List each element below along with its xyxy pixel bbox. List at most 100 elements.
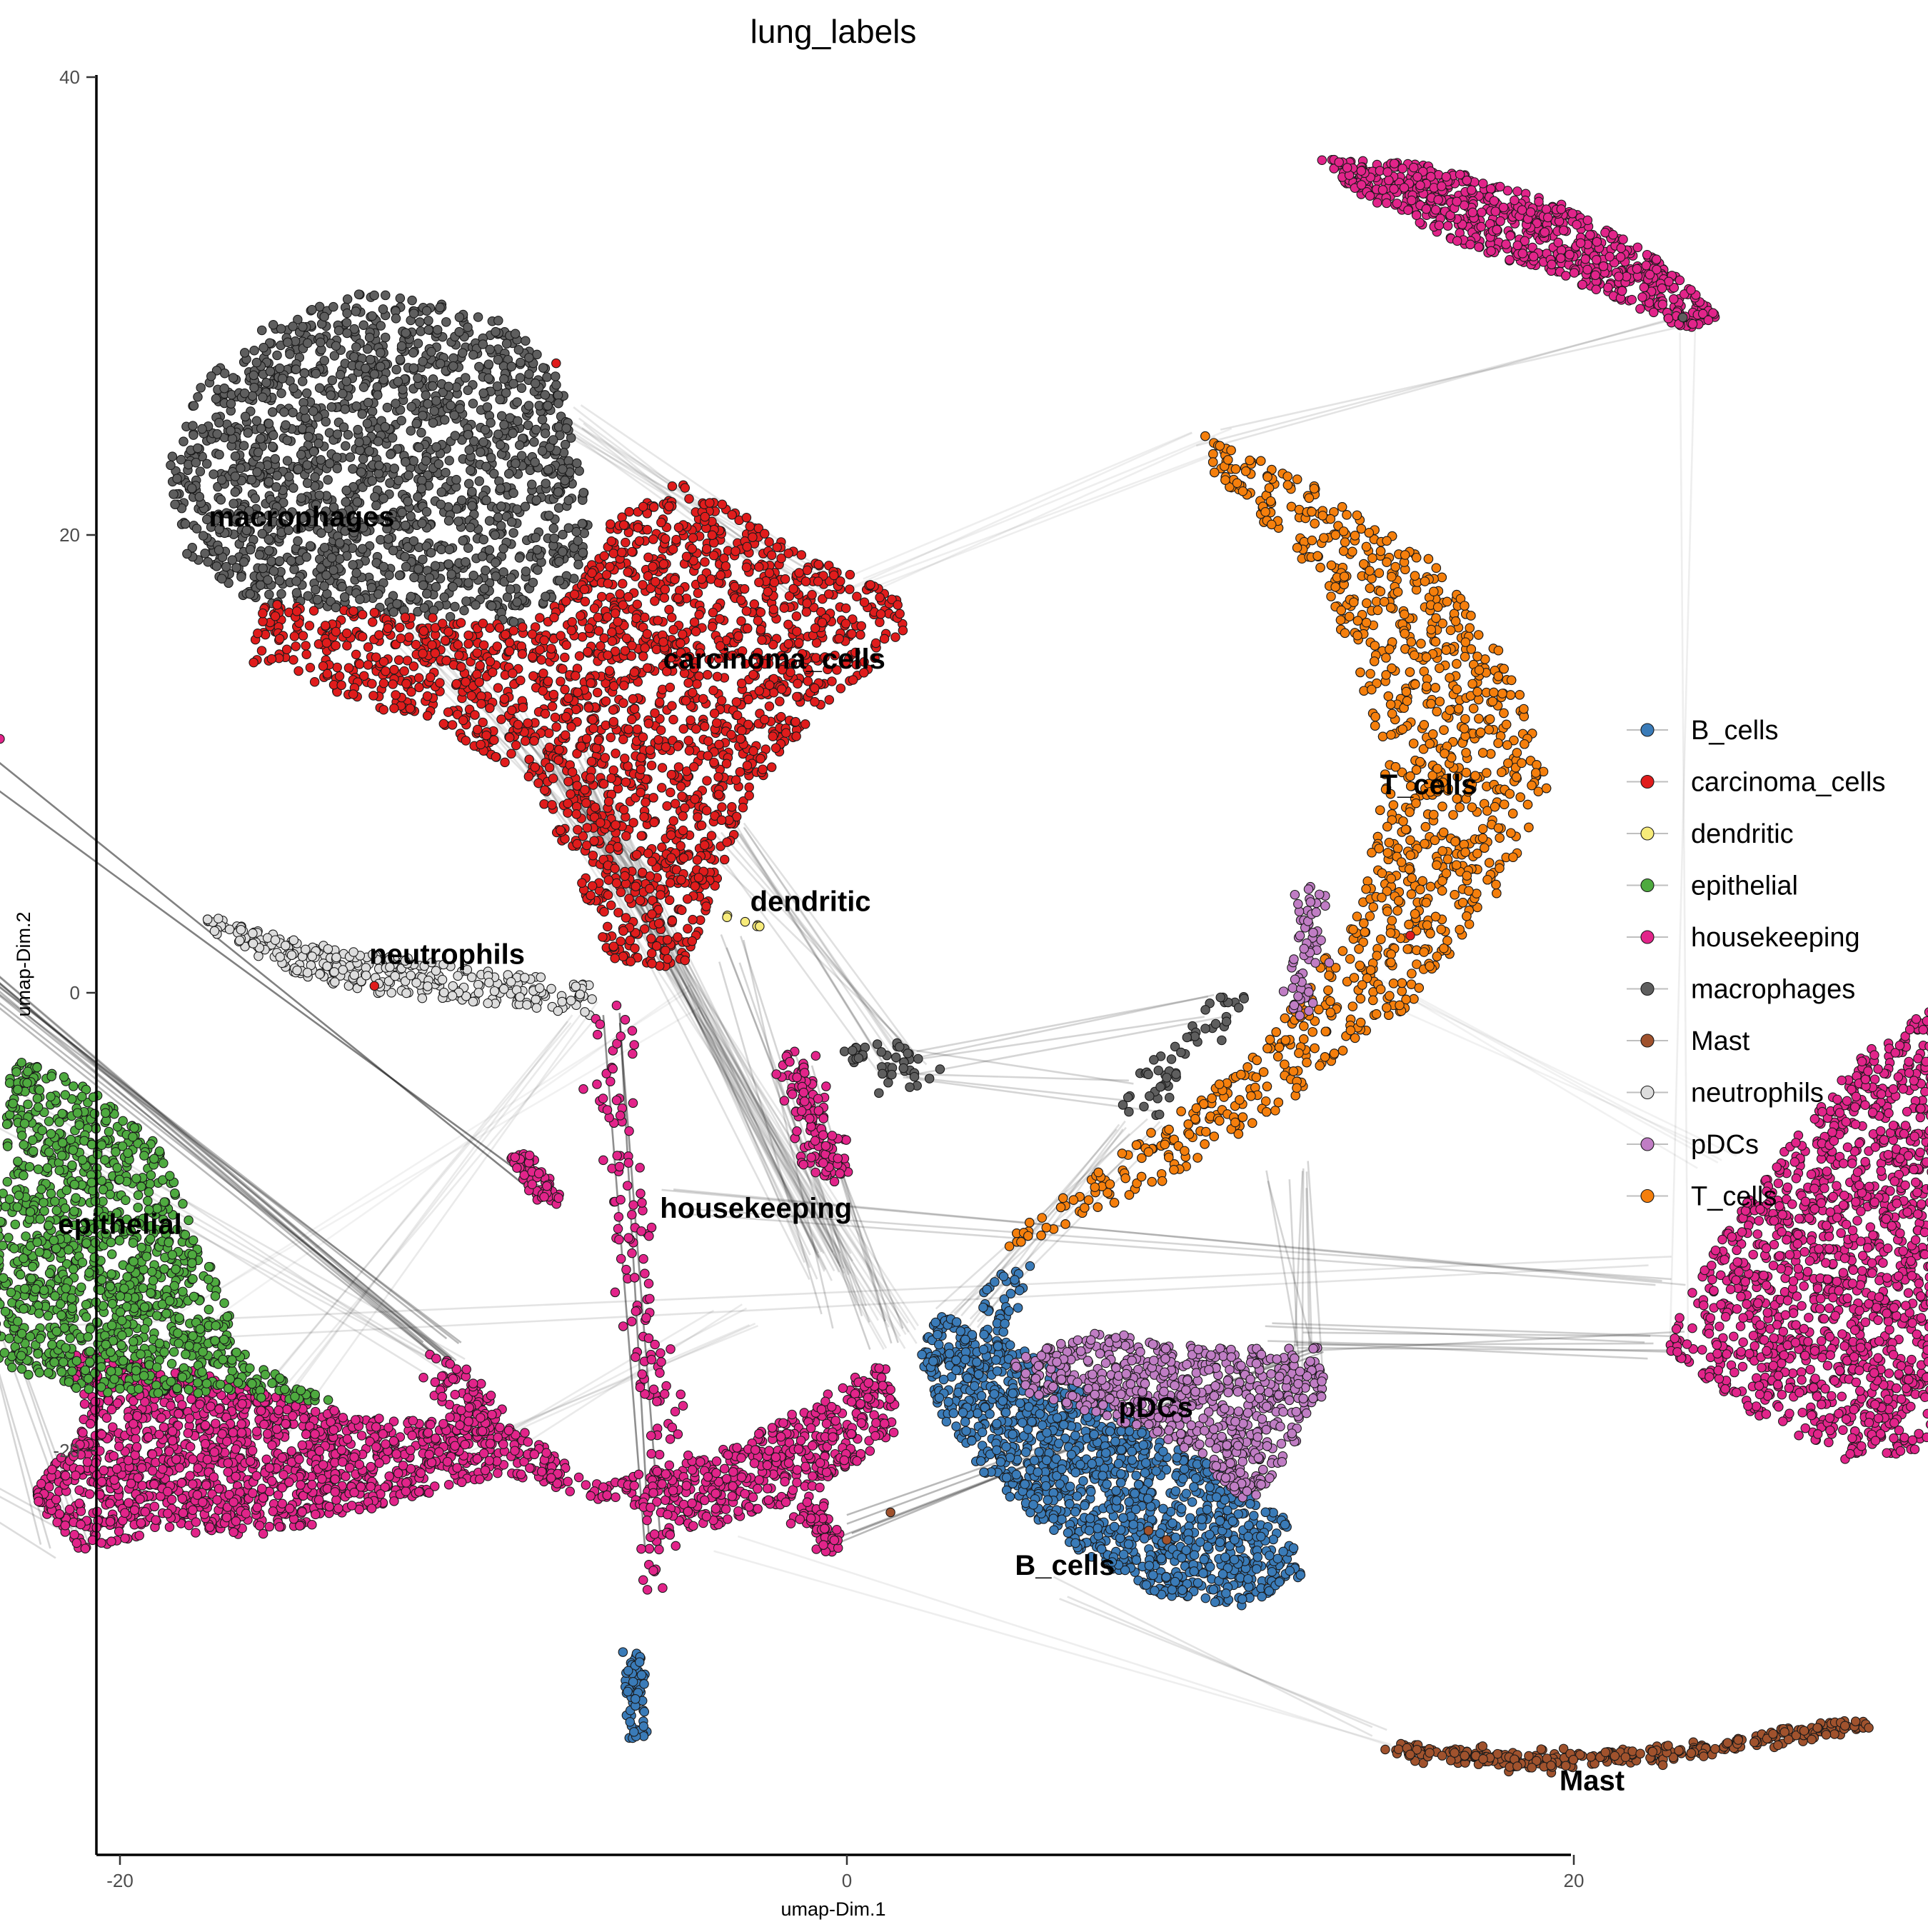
data-point-carcinoma_cells: [801, 720, 810, 729]
data-point-carcinoma_cells: [666, 683, 674, 691]
data-point-carcinoma_cells: [301, 641, 310, 650]
data-point-macrophages: [376, 536, 385, 544]
data-point-carcinoma_cells: [618, 548, 626, 556]
data-point-macrophages: [481, 425, 489, 434]
data-point-housekeeping: [1442, 172, 1450, 181]
data-point-carcinoma_cells: [358, 610, 366, 619]
data-point-macrophages: [396, 355, 404, 364]
data-point-carcinoma_cells: [706, 499, 714, 507]
data-point-carcinoma_cells: [249, 658, 258, 666]
chart-title: lung_labels: [750, 13, 917, 50]
data-point-macrophages: [432, 443, 441, 451]
data-point-macrophages: [417, 429, 426, 437]
data-point-macrophages: [427, 347, 436, 356]
data-point-housekeeping: [1632, 264, 1641, 273]
data-point-carcinoma_cells: [493, 684, 502, 692]
data-point-carcinoma_cells: [810, 697, 819, 706]
data-point-carcinoma_cells: [267, 654, 276, 663]
data-point-carcinoma_cells: [636, 788, 645, 796]
data-point-carcinoma_cells: [792, 732, 800, 741]
data-point-carcinoma_cells: [714, 790, 723, 799]
data-point-carcinoma_cells: [825, 696, 833, 704]
data-point-macrophages: [448, 582, 457, 591]
data-point-carcinoma_cells: [688, 936, 696, 945]
data-point-carcinoma_cells: [679, 724, 688, 733]
data-point-carcinoma_cells: [661, 743, 670, 751]
data-point-housekeeping: [1468, 208, 1477, 216]
data-point-macrophages: [564, 496, 573, 504]
data-point-macrophages: [215, 419, 224, 427]
data-point-macrophages: [543, 373, 551, 381]
data-point-macrophages: [209, 470, 218, 479]
data-point-macrophages: [393, 599, 401, 608]
data-point-carcinoma_cells: [619, 521, 628, 529]
data-point-macrophages: [457, 496, 466, 504]
data-point-housekeeping: [1617, 244, 1625, 252]
data-point-carcinoma_cells: [518, 623, 527, 631]
data-point-macrophages: [507, 362, 516, 371]
data-point-macrophages: [427, 549, 436, 557]
data-point-macrophages: [308, 305, 316, 314]
data-point-macrophages: [561, 476, 569, 485]
data-point-carcinoma_cells: [488, 668, 497, 676]
data-point-macrophages: [381, 422, 389, 431]
data-point-macrophages: [375, 461, 383, 469]
data-point-macrophages: [338, 582, 346, 591]
data-point-housekeeping: [1687, 286, 1695, 294]
data-point-carcinoma_cells: [586, 891, 595, 899]
data-point-carcinoma_cells: [668, 545, 677, 554]
data-point-macrophages: [463, 430, 472, 439]
data-point-housekeeping: [1562, 271, 1570, 280]
data-point-carcinoma_cells: [716, 614, 724, 623]
data-point-macrophages: [215, 450, 224, 459]
data-point-macrophages: [442, 318, 451, 326]
data-point-macrophages: [394, 476, 403, 485]
data-point-carcinoma_cells: [573, 825, 582, 834]
data-point-housekeeping: [1526, 208, 1535, 216]
data-point-macrophages: [326, 391, 335, 399]
data-point-housekeeping: [1378, 186, 1387, 194]
data-point-macrophages: [348, 561, 357, 569]
data-point-macrophages: [303, 461, 311, 469]
data-point-housekeeping: [1435, 221, 1443, 229]
data-point-carcinoma_cells: [765, 538, 773, 546]
data-point-macrophages: [226, 426, 235, 435]
data-point-macrophages: [303, 591, 312, 600]
data-point-carcinoma_cells: [598, 592, 606, 601]
data-point-carcinoma_cells: [636, 896, 644, 905]
data-point-macrophages: [516, 441, 524, 449]
data-point-housekeeping: [1487, 246, 1495, 255]
data-point-macrophages: [482, 496, 491, 504]
data-point-carcinoma_cells: [593, 688, 602, 696]
data-point-carcinoma_cells: [518, 650, 526, 659]
data-point-carcinoma_cells: [583, 647, 592, 656]
data-point-carcinoma_cells: [646, 884, 654, 893]
data-point-carcinoma_cells: [409, 662, 418, 671]
data-point-macrophages: [475, 476, 483, 485]
data-point-carcinoma_cells: [683, 924, 692, 933]
data-point-macrophages: [303, 339, 312, 347]
data-point-housekeeping: [1407, 196, 1416, 204]
data-point-carcinoma_cells: [584, 704, 593, 712]
data-point-carcinoma_cells: [845, 570, 854, 579]
data-point-carcinoma_cells: [701, 841, 709, 849]
data-point-housekeeping: [1586, 231, 1595, 239]
data-point-carcinoma_cells: [782, 729, 790, 737]
data-point-carcinoma_cells: [351, 650, 360, 659]
data-point-housekeeping: [1638, 293, 1647, 301]
data-point-carcinoma_cells: [651, 596, 659, 605]
data-point-macrophages: [507, 518, 516, 526]
data-point-carcinoma_cells: [637, 831, 646, 840]
data-point-carcinoma_cells: [875, 618, 884, 626]
data-point-macrophages: [366, 355, 374, 364]
data-point-carcinoma_cells: [673, 742, 682, 751]
data-point-macrophages: [473, 313, 482, 321]
data-point-carcinoma_cells: [633, 600, 641, 609]
data-point-macrophages: [500, 374, 508, 383]
data-point-macrophages: [550, 534, 558, 542]
data-point-carcinoma_cells: [381, 667, 390, 676]
data-point-carcinoma_cells: [598, 933, 607, 941]
data-point-macrophages: [580, 529, 588, 537]
data-point-housekeeping: [1568, 209, 1577, 218]
data-point-macrophages: [517, 384, 526, 392]
